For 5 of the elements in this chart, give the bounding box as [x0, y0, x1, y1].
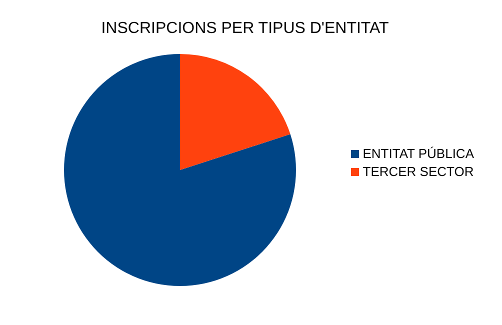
legend-label: ENTITAT PÚBLICA: [362, 146, 474, 160]
chart-title: INSCRIPCIONS PER TIPUS D'ENTITAT: [100, 20, 390, 38]
pie-slice: [180, 54, 290, 170]
pie-slice: [64, 54, 296, 286]
legend-label: TERCER SECTOR: [362, 164, 474, 178]
